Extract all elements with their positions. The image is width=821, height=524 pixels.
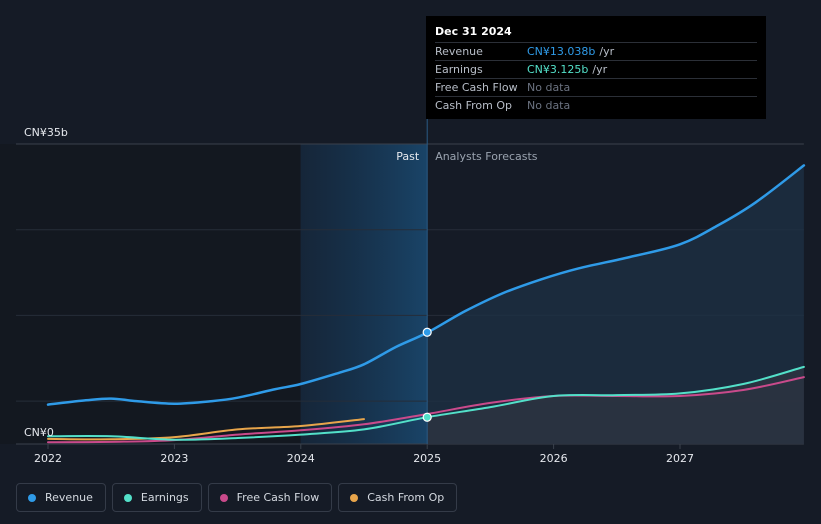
free-cash-flow-dot-icon [219, 493, 228, 502]
legend-item-revenue[interactable]: Revenue [16, 483, 106, 512]
tooltip-label: Cash From Op [435, 99, 513, 112]
cash-from-op-line [47, 418, 365, 441]
revenue-line [46, 164, 806, 406]
x-tick-label: 2024 [287, 452, 315, 465]
past-background [0, 144, 300, 444]
revenue-dot-icon [28, 493, 36, 502]
x-tick-label: 2022 [34, 452, 62, 465]
tooltip-value: No data [527, 81, 571, 94]
earnings-highlight-point [422, 412, 432, 422]
earnings-forecast-area [427, 366, 804, 444]
past-highlight-band [300, 144, 428, 444]
tooltip: Dec 31 2024 Revenue CN¥13.038b /yr Earni… [426, 16, 766, 119]
x-tick-label: 2026 [540, 452, 568, 465]
x-tick-label: 2027 [666, 452, 694, 465]
y-axis-top-label: CN¥35b [24, 126, 68, 139]
y-axis-zero-label: CN¥0 [24, 426, 54, 439]
legend-item-earnings[interactable]: Earnings [111, 483, 202, 512]
tooltip-label: Earnings [435, 63, 483, 76]
x-tick-label: 2025 [413, 452, 441, 465]
tooltip-row-earnings: Earnings CN¥3.125b /yr [435, 60, 757, 78]
legend-label: Free Cash Flow [236, 491, 320, 504]
tooltip-label: Free Cash Flow [435, 81, 518, 94]
tooltip-unit: /yr [599, 45, 615, 58]
highlight-points [422, 327, 432, 422]
legend: Revenue Earnings Free Cash Flow Cash Fro… [16, 483, 458, 512]
tooltip-row-revenue: Revenue CN¥13.038b /yr [435, 42, 757, 60]
legend-label: Revenue [45, 491, 93, 504]
revenue-highlight-point [422, 327, 432, 337]
legend-label: Earnings [140, 491, 189, 504]
revenue-forecast-area [427, 165, 804, 444]
x-tick-label: 2023 [160, 452, 188, 465]
tooltip-label: Revenue [435, 45, 483, 58]
forecast-label: Analysts Forecasts [435, 150, 538, 163]
past-label: Past [396, 150, 420, 163]
tooltip-value: CN¥3.125b [527, 63, 589, 76]
tooltip-value: No data [527, 99, 571, 112]
tooltip-unit: /yr [592, 63, 608, 76]
x-axis-ticks: 2022 2023 2024 2025 2026 2027 [34, 444, 694, 465]
earnings-dot-icon [123, 493, 132, 502]
tooltip-date: Dec 31 2024 [435, 25, 512, 38]
tooltip-row-free-cash-flow: Free Cash Flow No data [435, 78, 757, 96]
tooltip-row-cash-from-op: Cash From Op No data [435, 96, 757, 114]
legend-item-free-cash-flow[interactable]: Free Cash Flow [207, 483, 333, 512]
tooltip-value: CN¥13.038b [527, 45, 596, 58]
legend-label: Cash From Op [367, 491, 445, 504]
legend-item-cash-from-op[interactable]: Cash From Op [338, 483, 458, 512]
cash-from-op-dot-icon [350, 493, 359, 502]
